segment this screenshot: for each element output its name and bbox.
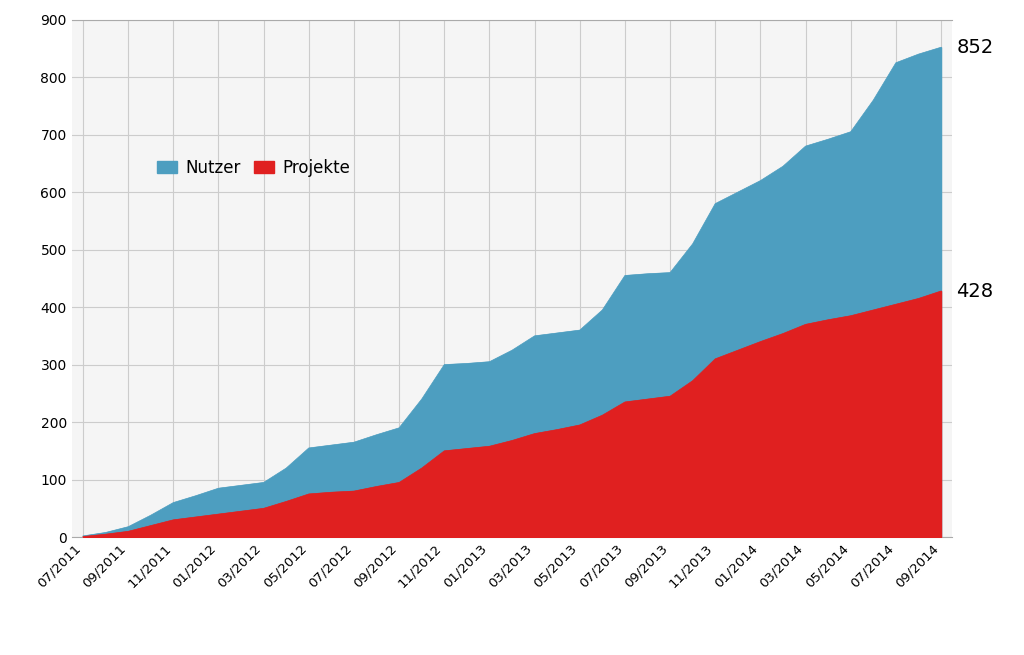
Text: 852: 852 (956, 38, 993, 57)
Text: 428: 428 (956, 282, 993, 301)
Legend: Nutzer, Projekte: Nutzer, Projekte (151, 152, 357, 183)
